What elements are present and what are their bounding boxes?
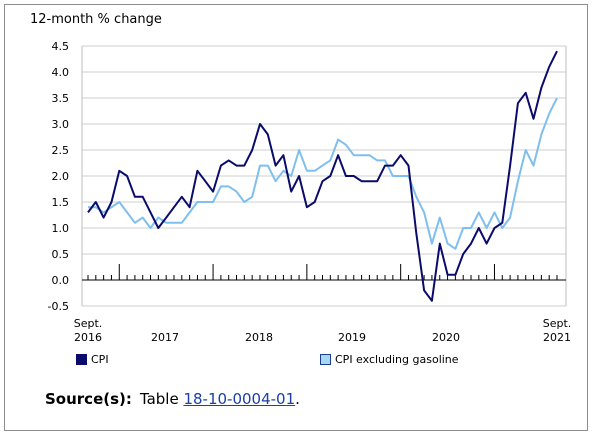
source-end: . bbox=[295, 390, 300, 408]
y-tick-label: 0.5 bbox=[52, 248, 70, 261]
y-tick-label: 4.0 bbox=[52, 66, 70, 79]
x-tick-label: 2019 bbox=[338, 331, 366, 344]
x-tick-label: 2020 bbox=[432, 331, 460, 344]
y-tick-label: 4.5 bbox=[52, 40, 70, 53]
legend-label-cpi: CPI bbox=[91, 353, 109, 366]
series-line-cpi-ex-gasoline bbox=[88, 97, 558, 250]
x-tick-label-top: Sept. bbox=[74, 317, 103, 330]
y-tick-label: 1.0 bbox=[52, 222, 70, 235]
x-tick-label: 2017 bbox=[151, 331, 179, 344]
legend-item-cpi: CPI bbox=[76, 353, 109, 366]
y-axis-label: 12-month % change bbox=[30, 12, 162, 27]
series-line-cpi bbox=[87, 50, 558, 302]
source-table-link[interactable]: 18-10-0004-01 bbox=[183, 390, 296, 408]
source-label: Source(s): bbox=[45, 390, 132, 408]
y-tick-label: 2.0 bbox=[52, 170, 70, 183]
x-tick-label: 2021 bbox=[543, 331, 571, 344]
legend-label-cpi-ex-gasoline: CPI excluding gasoline bbox=[335, 353, 459, 366]
x-tick-label: 2016 bbox=[74, 331, 102, 344]
y-tick-label: 3.5 bbox=[52, 92, 70, 105]
chart-frame bbox=[4, 4, 588, 431]
y-tick-label: -0.5 bbox=[48, 300, 69, 313]
x-tick-label-top: Sept. bbox=[543, 317, 572, 330]
source-text: Table bbox=[139, 390, 179, 408]
legend-swatch-cpi-ex-gasoline bbox=[320, 354, 331, 365]
y-tick-label: 3.0 bbox=[52, 118, 70, 131]
y-tick-label: 1.5 bbox=[52, 196, 70, 209]
x-tick-label: 2018 bbox=[245, 331, 273, 344]
legend-swatch-cpi bbox=[76, 354, 87, 365]
source-note: Source(s): Table 18-10-0004-01. bbox=[45, 390, 300, 408]
y-tick-label: 0.0 bbox=[52, 274, 70, 287]
legend-item-cpi-ex-gasoline: CPI excluding gasoline bbox=[320, 353, 459, 366]
y-tick-label: 2.5 bbox=[52, 144, 70, 157]
